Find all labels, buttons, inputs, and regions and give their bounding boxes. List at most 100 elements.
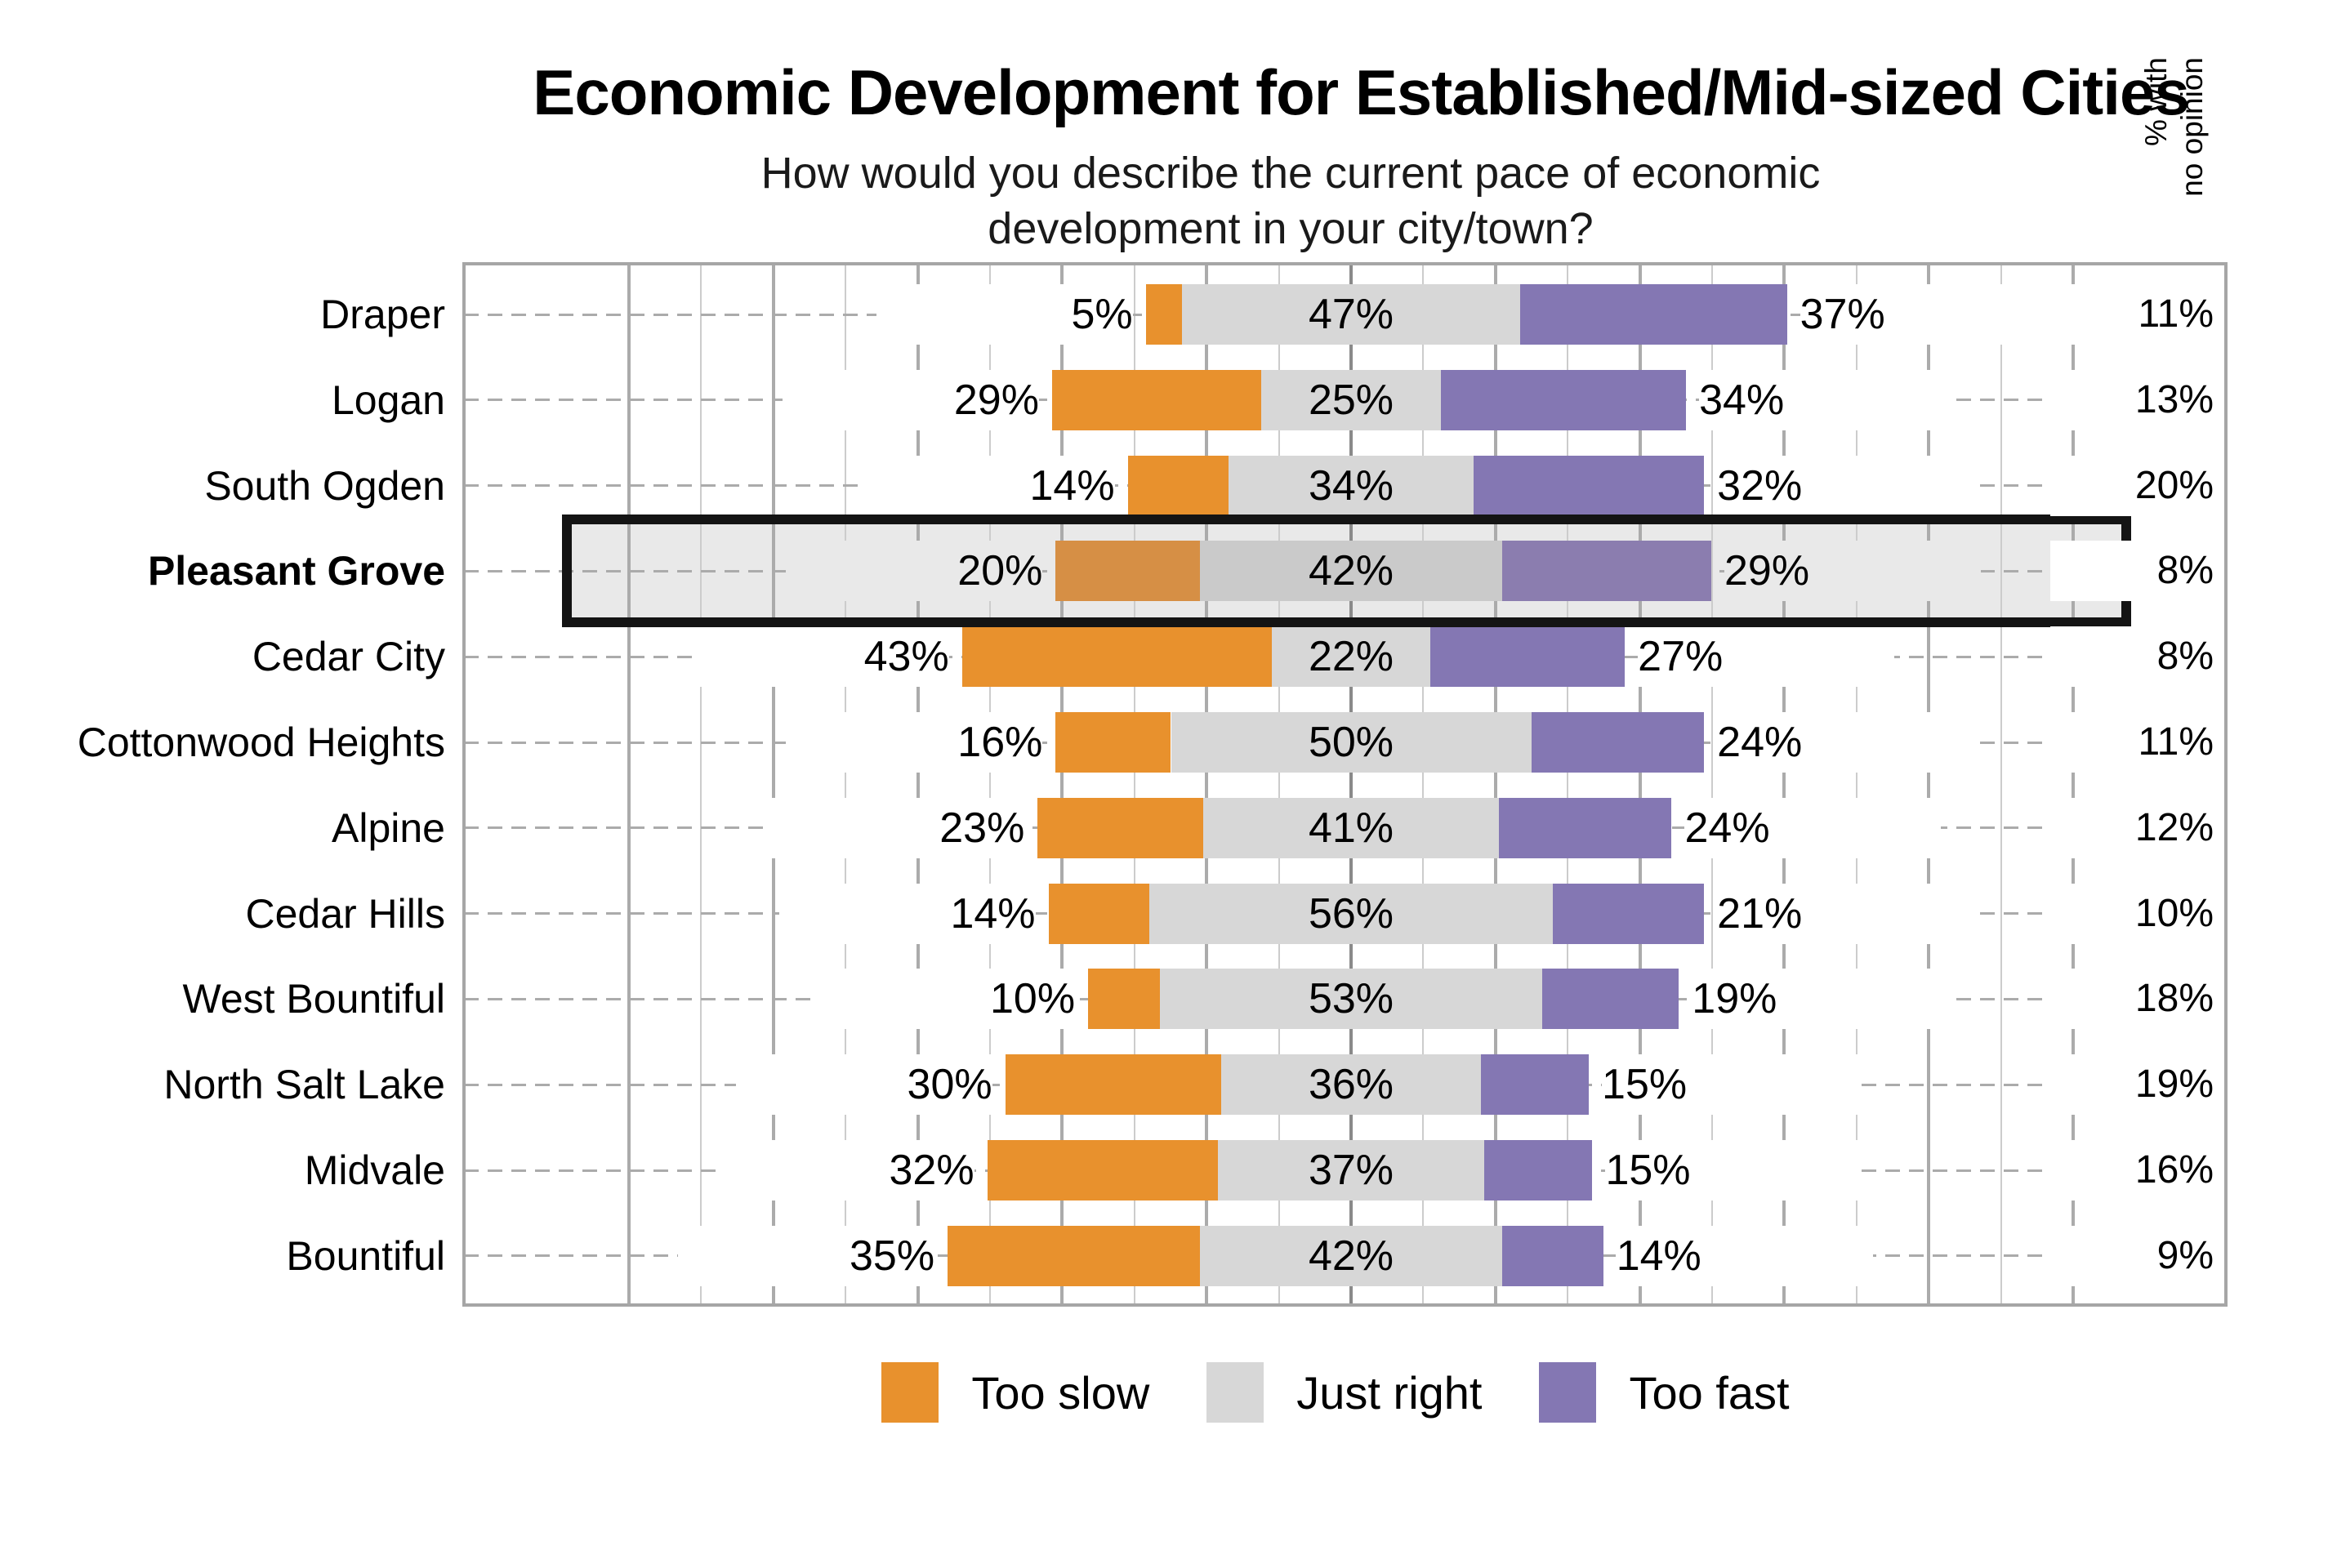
gridline — [1493, 264, 1497, 1305]
legend-label: Too fast — [1629, 1366, 1790, 1419]
too-fast-bar — [1502, 1225, 1603, 1286]
gridline — [1422, 264, 1425, 1305]
too-slow-value-label: 43% — [692, 626, 949, 688]
no-opinion-value: 16% — [2050, 1140, 2214, 1200]
no-opinion-value: 13% — [2050, 369, 2214, 430]
too-fast-bar — [1531, 712, 1705, 773]
too-fast-value-label: 27% — [1638, 626, 1895, 688]
just-right-value-label: 36% — [1308, 1061, 1394, 1109]
too-fast-bar — [1541, 969, 1679, 1030]
just-right-bar — [1203, 797, 1499, 858]
too-slow-swatch-icon — [881, 1362, 939, 1423]
gridline — [2000, 264, 2002, 1305]
too-slow-value-label: 23% — [768, 797, 1025, 858]
too-slow-bar — [1145, 284, 1182, 345]
gridline — [1278, 264, 1280, 1305]
too-fast-bar — [1498, 797, 1672, 858]
gridline — [627, 264, 631, 1305]
gridline — [1567, 264, 1569, 1305]
too-slow-value-label: 14% — [858, 455, 1115, 516]
just-right-swatch-icon — [1206, 1362, 1264, 1423]
chart-title: Economic Development for Established/Mid… — [533, 56, 2189, 128]
gridline — [1927, 264, 1931, 1305]
just-right-value-label: 42% — [1308, 1232, 1394, 1280]
too-slow-value-label: 10% — [818, 969, 1076, 1030]
category-label: Cottonwood Heights — [77, 719, 445, 765]
too-slow-value-label: 14% — [778, 883, 1036, 944]
just-right-bar — [1160, 969, 1542, 1030]
no-opinion-value: 18% — [2050, 969, 2214, 1030]
gridline — [1133, 264, 1135, 1305]
just-right-value-label: 22% — [1308, 633, 1394, 681]
too-fast-value-label: 29% — [1724, 541, 1981, 602]
too-fast-value-label: 32% — [1717, 455, 1974, 516]
gridline — [989, 264, 991, 1305]
just-right-bar — [1271, 626, 1430, 688]
too-slow-bar — [1048, 883, 1150, 944]
no-opinion-value: 20% — [2050, 455, 2214, 516]
just-right-bar — [1149, 883, 1553, 944]
just-right-value-label: 41% — [1308, 804, 1394, 852]
too-fast-value-label: 21% — [1717, 883, 1974, 944]
too-fast-value-label: 34% — [1699, 369, 1956, 430]
legend-label: Too slow — [971, 1366, 1150, 1419]
chart-subtitle-line1: How would you describe the current pace … — [760, 149, 1821, 198]
too-fast-value-label: 37% — [1800, 284, 2057, 345]
just-right-bar — [1199, 1225, 1503, 1286]
too-slow-value-label: 32% — [717, 1140, 974, 1200]
chart-subtitle: How would you describe the current pace … — [0, 145, 2328, 256]
category-label: West Bountiful — [182, 976, 445, 1022]
just-right-value-label: 53% — [1308, 975, 1394, 1023]
too-slow-bar — [1127, 455, 1229, 516]
just-right-value-label: 42% — [1308, 547, 1394, 595]
just-right-bar — [1171, 712, 1532, 773]
just-right-value-label: 50% — [1308, 719, 1394, 766]
category-label: North Salt Lake — [163, 1062, 445, 1108]
too-fast-bar — [1502, 541, 1711, 602]
just-right-value-label: 37% — [1308, 1147, 1394, 1194]
just-right-bar — [1199, 541, 1503, 602]
category-label: Midvale — [304, 1147, 445, 1193]
category-label: Draper — [320, 292, 445, 337]
legend-item-too-slow: Too slow — [881, 1362, 1149, 1423]
too-fast-value-label: 19% — [1692, 969, 1949, 1030]
category-label: South Ogden — [204, 462, 445, 509]
no-opinion-value: 12% — [2050, 797, 2214, 858]
gridline — [1205, 264, 1209, 1305]
plot-frame — [462, 262, 2228, 1307]
too-slow-bar — [1055, 541, 1200, 602]
no-opinion-value: 19% — [2050, 1054, 2214, 1116]
too-slow-value-label: 30% — [735, 1054, 992, 1116]
no-opinion-value: 11% — [2050, 712, 2214, 773]
too-slow-bar — [1037, 797, 1204, 858]
center-gridline — [1349, 264, 1353, 1305]
too-slow-bar — [1005, 1054, 1222, 1116]
gridline — [2072, 264, 2075, 1305]
just-right-value-label: 34% — [1308, 461, 1394, 510]
gridline — [1855, 264, 1857, 1305]
gridline — [916, 264, 920, 1305]
gridline — [845, 264, 847, 1305]
too-slow-value-label: 20% — [786, 541, 1043, 602]
legend-item-too-fast: Too fast — [1539, 1362, 1790, 1423]
too-slow-bar — [961, 626, 1272, 688]
too-slow-bar — [1088, 969, 1161, 1030]
gridline — [771, 264, 775, 1305]
too-fast-bar — [1473, 455, 1705, 516]
no-opinion-value: 8% — [2050, 541, 2214, 602]
just-right-value-label: 56% — [1308, 889, 1394, 938]
too-slow-value-label: 5% — [876, 284, 1133, 345]
too-slow-value-label: 29% — [782, 369, 1039, 430]
category-label: Pleasant Grove — [147, 548, 445, 595]
highlight-row-frame — [562, 514, 2131, 628]
category-label: Alpine — [332, 804, 445, 851]
just-right-bar — [1229, 455, 1474, 516]
legend: Too slow Just right Too fast — [0, 1362, 2328, 1423]
too-fast-value-label: 15% — [1602, 1054, 1859, 1116]
no-opinion-column-header: % with no opinion — [2139, 57, 2209, 197]
just-right-value-label: 25% — [1308, 376, 1394, 424]
too-slow-value-label: 16% — [786, 712, 1043, 773]
too-fast-bar — [1480, 1054, 1590, 1116]
gridline — [1638, 264, 1642, 1305]
just-right-value-label: 47% — [1308, 291, 1394, 338]
